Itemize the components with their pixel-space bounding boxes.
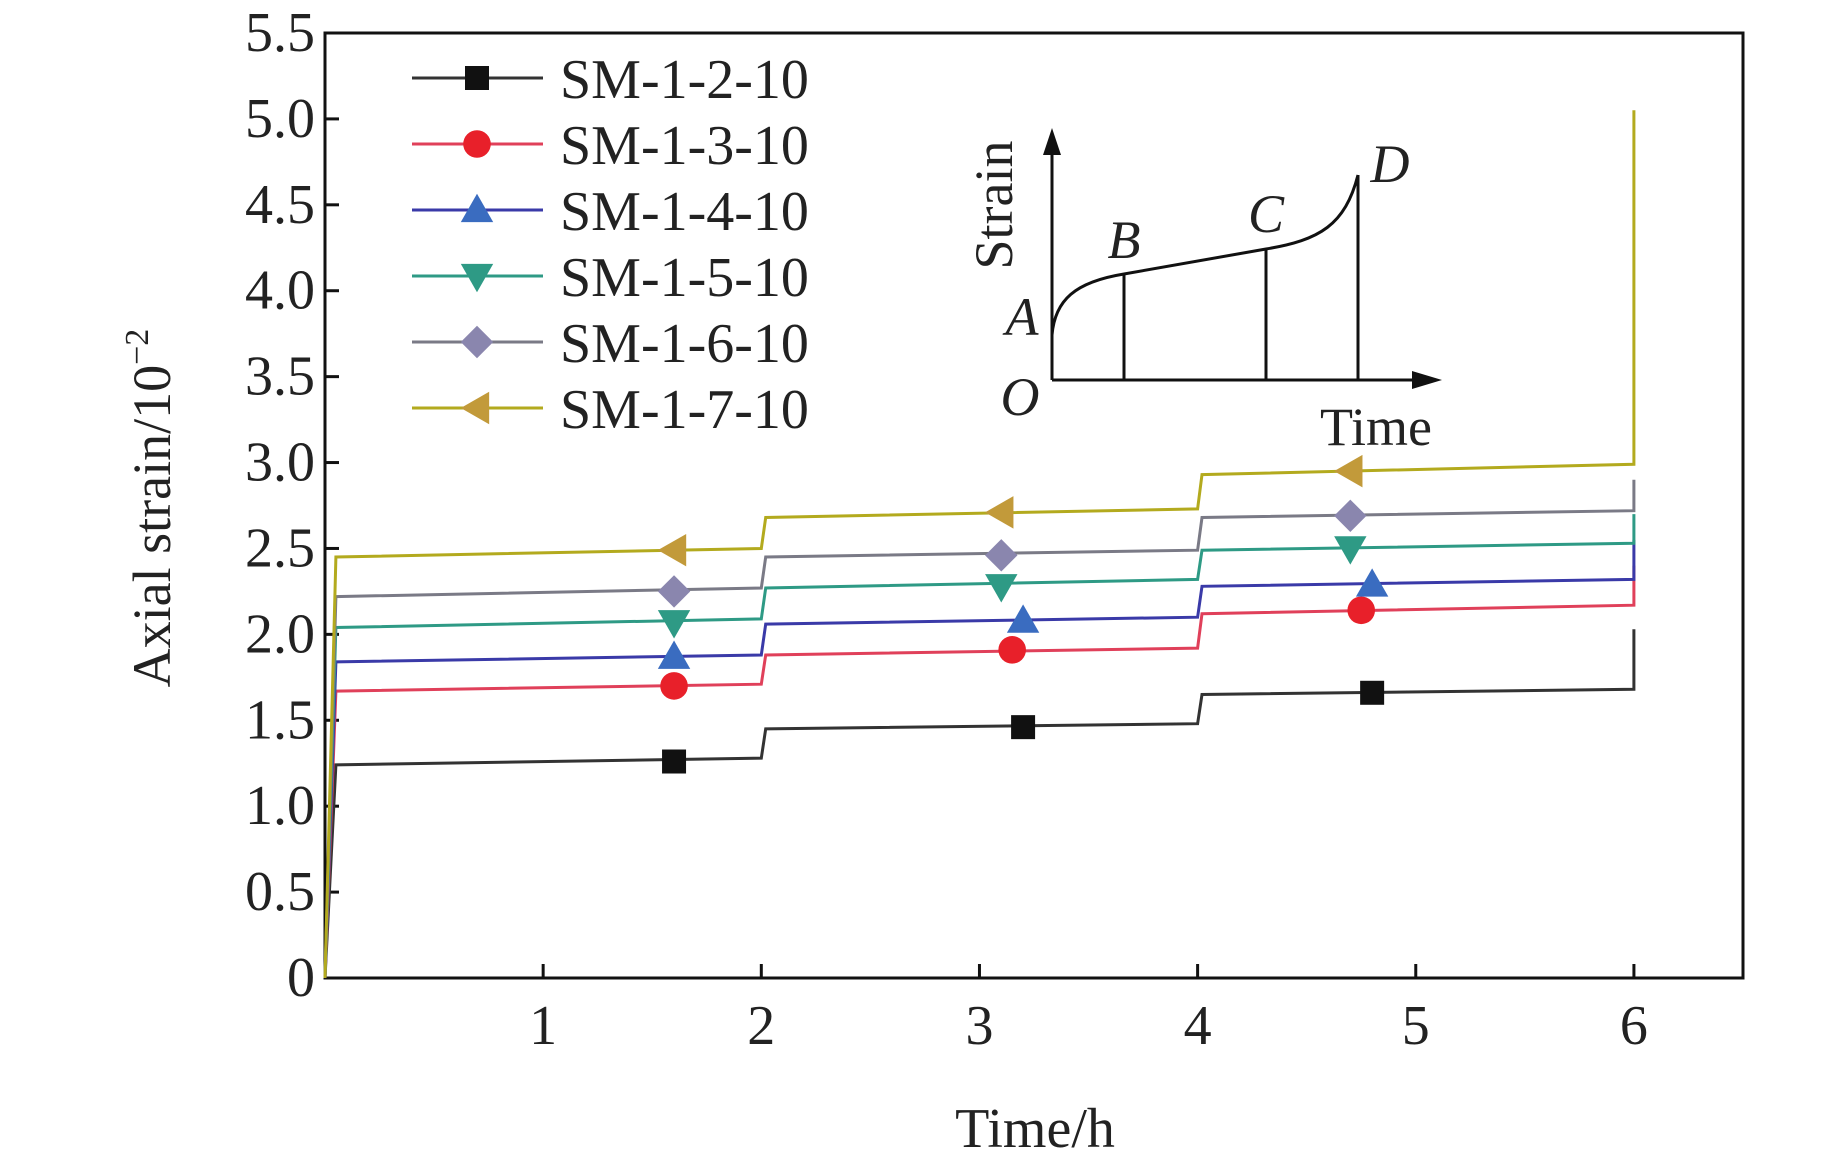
legend-label-SM-1-2-10: SM-1-2-10 bbox=[560, 49, 809, 111]
series-line-SM-1-3-10 bbox=[323, 565, 1636, 979]
series-marker-SM-1-5-10 bbox=[985, 574, 1018, 603]
inset-creep-curve bbox=[1050, 174, 1360, 336]
x-axis-title: Time/h bbox=[955, 1098, 1115, 1160]
inset-y-label: Strain bbox=[964, 141, 1024, 270]
x-tick-label: 2 bbox=[747, 995, 775, 1057]
series-marker-SM-1-3-10 bbox=[660, 672, 688, 700]
x-axis-ticks: 1 2 3 4 5 6 bbox=[529, 964, 1648, 1057]
series-line-SM-1-4-10 bbox=[323, 539, 1636, 979]
legend-marker-SM-1-6-10 bbox=[460, 325, 494, 359]
series-marker-SM-1-6-10 bbox=[985, 539, 1018, 572]
series-marker-SM-1-2-10 bbox=[1011, 715, 1036, 740]
series-line-SM-1-2-10 bbox=[323, 629, 1636, 979]
series-marker-SM-1-7-10 bbox=[1334, 454, 1363, 488]
legend-marker-SM-1-4-10 bbox=[460, 193, 494, 223]
series-marker-SM-1-7-10 bbox=[657, 533, 687, 567]
legend-label-SM-1-4-10: SM-1-4-10 bbox=[560, 181, 809, 243]
inset-y-arrowhead bbox=[1043, 128, 1061, 155]
x-tick-label: 5 bbox=[1402, 995, 1430, 1057]
legend-marker-SM-1-7-10 bbox=[460, 391, 490, 425]
y-tick-label: 2.5 bbox=[245, 517, 315, 579]
series-marker-SM-1-6-10 bbox=[657, 575, 691, 608]
series-lines bbox=[323, 110, 1636, 979]
series-marker-SM-1-5-10 bbox=[1334, 536, 1367, 565]
series-marker-SM-1-4-10 bbox=[1355, 568, 1389, 597]
x-tick-label: 4 bbox=[1184, 995, 1212, 1057]
y-axis-title: Axial strain/10−2 bbox=[119, 329, 182, 688]
inset-label-a: A bbox=[1003, 287, 1040, 347]
y-tick-label: 5.5 bbox=[245, 2, 315, 64]
legend-marker-SM-1-5-10 bbox=[460, 263, 494, 293]
plot-border bbox=[323, 31, 1745, 980]
inset-x-arrowhead bbox=[1412, 371, 1442, 389]
series-marker-SM-1-7-10 bbox=[985, 496, 1014, 529]
inset-creep-diagram: Strain Time O A B C D bbox=[964, 128, 1442, 457]
plot-frame bbox=[323, 31, 1745, 980]
y-tick-label: 2.0 bbox=[245, 603, 315, 665]
series-marker-SM-1-4-10 bbox=[1006, 604, 1040, 633]
inset-label-b: B bbox=[1108, 210, 1141, 270]
x-tick-label: 1 bbox=[529, 995, 557, 1057]
series-marker-SM-1-3-10 bbox=[998, 636, 1026, 664]
y-tick-label: 0 bbox=[287, 947, 315, 1009]
y-tick-label: 4.0 bbox=[245, 260, 315, 322]
legend-label-SM-1-5-10: SM-1-5-10 bbox=[560, 247, 809, 309]
legend: SM-1-2-10SM-1-3-10SM-1-4-10SM-1-5-10SM-1… bbox=[412, 49, 809, 441]
y-tick-label: 0.5 bbox=[245, 861, 315, 923]
series-marker-SM-1-2-10 bbox=[662, 749, 687, 774]
legend-label-SM-1-3-10: SM-1-3-10 bbox=[560, 115, 809, 177]
series-marker-SM-1-5-10 bbox=[657, 610, 691, 639]
y-axis-title-main: Axial strain/10 bbox=[122, 365, 182, 687]
y-axis-ticks: 0 0.5 1.0 1.5 2.0 2.5 3.0 3.5 4.0 4.5 5.0 5.5 bbox=[245, 2, 339, 1009]
legend-label-SM-1-7-10: SM-1-7-10 bbox=[560, 379, 809, 441]
series-marker-SM-1-3-10 bbox=[1347, 596, 1376, 625]
inset-label-origin: O bbox=[1001, 367, 1040, 427]
series-line-SM-1-6-10 bbox=[323, 479, 1636, 979]
y-tick-label: 3.5 bbox=[245, 346, 315, 408]
series-marker-SM-1-4-10 bbox=[657, 640, 691, 669]
inset-label-c: C bbox=[1248, 184, 1285, 244]
y-axis-title-exponent: −2 bbox=[119, 329, 156, 365]
x-tick-label: 3 bbox=[965, 995, 993, 1057]
inset-x-label: Time bbox=[1320, 397, 1432, 457]
y-tick-label: 5.0 bbox=[245, 88, 315, 150]
y-tick-label: 3.0 bbox=[245, 432, 315, 494]
y-tick-label: 4.5 bbox=[245, 174, 315, 236]
y-tick-label: 1.5 bbox=[245, 689, 315, 751]
legend-label-SM-1-6-10: SM-1-6-10 bbox=[560, 313, 809, 375]
x-tick-label: 6 bbox=[1620, 995, 1648, 1057]
y-tick-label: 1.0 bbox=[245, 775, 315, 837]
series-line-SM-1-5-10 bbox=[323, 514, 1636, 979]
series-marker-SM-1-2-10 bbox=[1360, 680, 1385, 705]
legend-marker-SM-1-2-10 bbox=[465, 66, 489, 90]
series-marker-SM-1-6-10 bbox=[1334, 499, 1367, 533]
series-line-SM-1-7-10 bbox=[323, 110, 1636, 979]
legend-marker-SM-1-3-10 bbox=[463, 130, 491, 158]
inset-label-d: D bbox=[1370, 134, 1410, 194]
series-markers bbox=[657, 454, 1389, 774]
